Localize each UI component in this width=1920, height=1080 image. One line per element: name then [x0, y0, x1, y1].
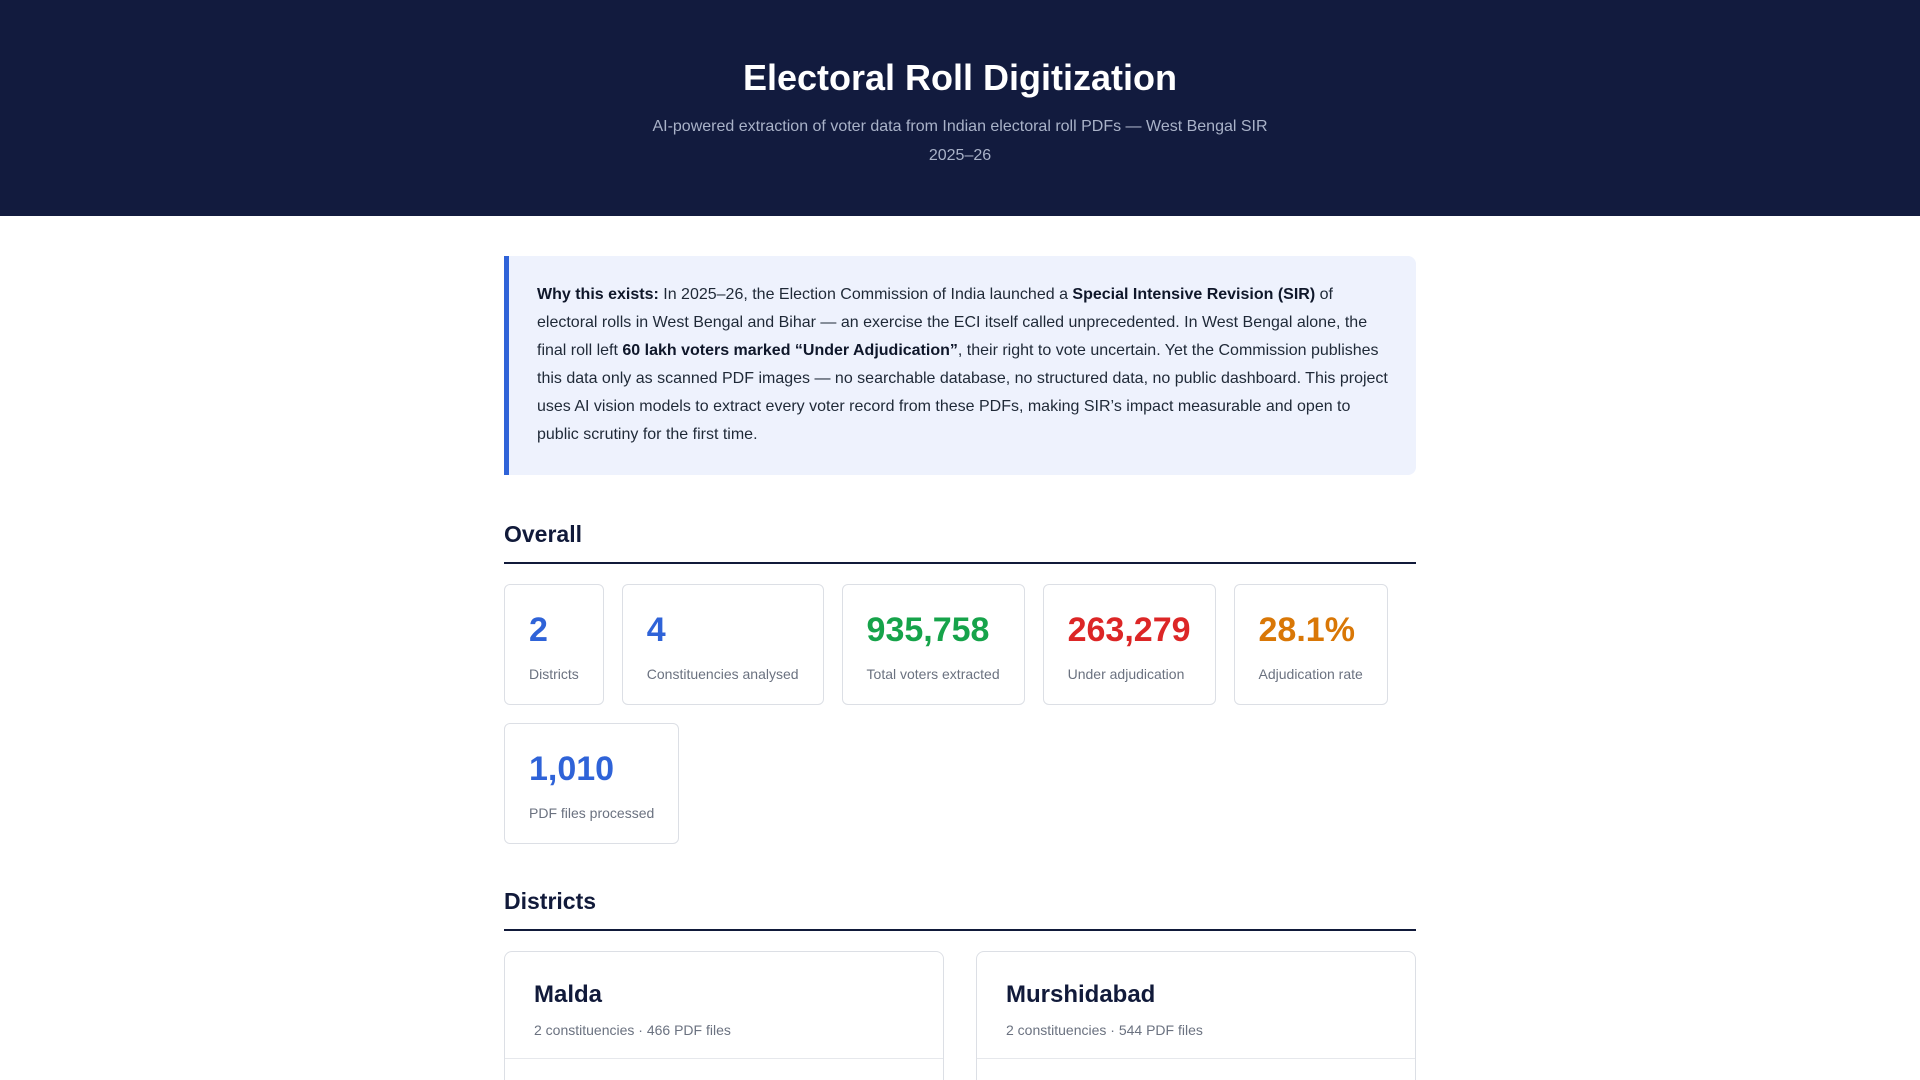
callout-text-2: of electoral rolls in West Bengal and Bi… — [537, 286, 1368, 359]
stat-value: 263,279 — [1067, 611, 1191, 649]
stat-value: 1,010 — [529, 750, 615, 788]
district-card-malda[interactable]: Malda 2 constituencies · 466 PDF files — [504, 951, 944, 1080]
stat-card-adjudication-rate: 28.1% Adjudication rate — [1233, 584, 1388, 705]
stat-value: 4 — [646, 611, 666, 649]
stat-label: Constituencies analysed — [646, 666, 799, 682]
stat-label: PDF files processed — [529, 805, 655, 821]
callout-bold-2: 60 lakh voters marked “Under Adjudicatio… — [622, 342, 958, 359]
stat-label: Adjudication rate — [1258, 666, 1363, 682]
overall-stats: 2 Districts 4 Constituencies analysed 93… — [504, 584, 1416, 844]
stat-card-under-adjudication: 263,279 Under adjudication — [1042, 584, 1216, 705]
why-this-exists-callout: Why this exists: In 2025–26, the Electio… — [504, 256, 1416, 475]
stat-value: 2 — [529, 611, 548, 649]
stat-card-constituencies: 4 Constituencies analysed — [621, 584, 824, 705]
callout-lead: Why this exists: — [537, 286, 659, 303]
callout-text-3: , their right to vote uncertain. Yet the… — [537, 342, 1388, 443]
stat-card-total-voters: 935,758 Total voters extracted — [841, 584, 1025, 705]
page-subtitle: AI-powered extraction of voter data from… — [652, 118, 1268, 164]
districts-heading: Districts — [504, 888, 1416, 931]
stat-label: Total voters extracted — [866, 666, 1000, 682]
stat-value: 28.1% — [1258, 611, 1355, 649]
district-grid: Malda 2 constituencies · 466 PDF files M… — [504, 951, 1416, 1080]
stat-label: Districts — [529, 666, 579, 682]
page-title: Electoral Roll Digitization — [742, 57, 1178, 98]
stat-card-pdf-files: 1,010 PDF files processed — [504, 723, 680, 844]
stat-label: Under adjudication — [1067, 666, 1185, 682]
district-name: Malda — [534, 981, 603, 1008]
district-meta: 2 constituencies · 466 PDF files — [534, 1022, 731, 1038]
district-card-header: Murshidabad 2 constituencies · 544 PDF f… — [977, 952, 1415, 1059]
callout-bold-1: Special Intensive Revision (SIR) — [1072, 286, 1316, 303]
district-card-header: Malda 2 constituencies · 466 PDF files — [505, 952, 943, 1059]
district-name: Murshidabad — [1006, 981, 1156, 1008]
overall-heading: Overall — [504, 521, 1416, 564]
district-meta: 2 constituencies · 544 PDF files — [1006, 1022, 1203, 1038]
main-content: Why this exists: In 2025–26, the Electio… — [504, 256, 1416, 1080]
stat-card-districts: 2 Districts — [504, 584, 604, 705]
callout-text-1: In 2025–26, the Election Commission of I… — [658, 286, 1073, 303]
stat-value: 935,758 — [866, 611, 990, 649]
district-card-murshidabad[interactable]: Murshidabad 2 constituencies · 544 PDF f… — [976, 951, 1416, 1080]
page-header: Electoral Roll Digitization AI-powered e… — [0, 0, 1920, 216]
